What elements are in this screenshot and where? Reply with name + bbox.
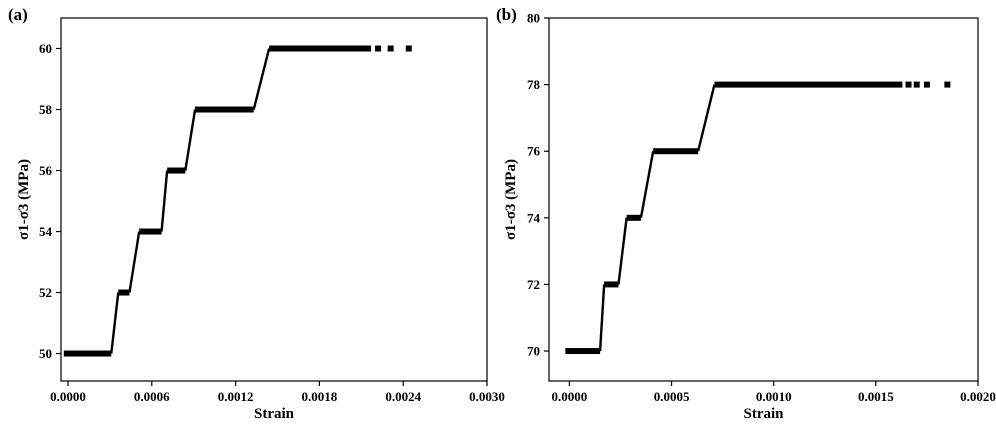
y-tick-label: 60 bbox=[39, 41, 52, 56]
plot-frame bbox=[60, 17, 488, 382]
y-tick-label: 80 bbox=[527, 11, 540, 26]
x-axis-label: Strain bbox=[743, 406, 784, 422]
y-axis-label: σ1-σ3 (MPa) bbox=[503, 159, 519, 240]
x-tick-label: 0.0000 bbox=[552, 389, 588, 404]
y-tick-label: 54 bbox=[39, 224, 53, 239]
data-rise bbox=[184, 109, 197, 171]
y-tick-label: 56 bbox=[39, 163, 53, 178]
data-point bbox=[405, 45, 412, 52]
data-point bbox=[944, 81, 951, 88]
y-tick-label: 78 bbox=[527, 77, 541, 92]
data-plateau bbox=[604, 281, 619, 288]
x-tick-label: 0.0024 bbox=[385, 389, 421, 404]
panel-a: (a) 0.0000 0.0006 0.0012 0.0018 0.0024 0.0030 5… bbox=[8, 5, 505, 422]
data-rise bbox=[696, 84, 716, 152]
x-tick-label: 0.0012 bbox=[218, 389, 254, 404]
data-plateau bbox=[167, 167, 186, 174]
data-point bbox=[905, 81, 912, 88]
plot-frame bbox=[548, 17, 979, 382]
data-rise bbox=[598, 284, 606, 352]
x-tick-label: 0.0015 bbox=[858, 389, 894, 404]
x-tick-label: 0.0030 bbox=[469, 389, 505, 404]
y-tick-label: 52 bbox=[39, 285, 52, 300]
data-plateau bbox=[626, 214, 641, 221]
data-rise bbox=[128, 231, 141, 293]
data-point bbox=[387, 45, 394, 52]
x-tick-label: 0.0020 bbox=[960, 389, 996, 404]
data-rise bbox=[252, 48, 271, 110]
panel-label: (a) bbox=[8, 5, 28, 24]
y-axis-label: σ1-σ3 (MPa) bbox=[16, 159, 32, 240]
data-rise bbox=[160, 170, 169, 232]
data-plateau bbox=[118, 289, 130, 296]
y-tick-label: 58 bbox=[39, 102, 53, 117]
x-tick-label: 0.0006 bbox=[134, 389, 170, 404]
data-point bbox=[913, 81, 920, 88]
data-rise bbox=[617, 217, 628, 285]
x-tick-label: 0.0000 bbox=[50, 389, 86, 404]
data-plateau bbox=[195, 106, 254, 113]
x-axis-label: Strain bbox=[254, 406, 295, 422]
data-plateau bbox=[565, 348, 601, 355]
x-tick-label: 0.0005 bbox=[654, 389, 690, 404]
data-plateau bbox=[139, 228, 162, 235]
data-plateau bbox=[63, 350, 112, 357]
y-tick-label: 70 bbox=[527, 344, 540, 359]
data-rise bbox=[110, 292, 120, 354]
y-tick-label: 72 bbox=[527, 277, 540, 292]
data-point bbox=[375, 45, 382, 52]
data-plateau bbox=[714, 81, 903, 88]
data-plateau bbox=[653, 148, 699, 155]
y-tick-label: 50 bbox=[39, 346, 52, 361]
panel-label: (b) bbox=[496, 5, 517, 24]
x-tick-label: 0.0018 bbox=[302, 389, 338, 404]
data-point bbox=[923, 81, 930, 88]
x-tick-label: 0.0010 bbox=[756, 389, 792, 404]
data-plateau bbox=[269, 45, 372, 52]
data-rise bbox=[639, 150, 655, 219]
panel-b: (b) 0.0000 0.0005 0.0010 0.0015 0.0020 70 72 74 7… bbox=[496, 5, 996, 422]
y-tick-label: 74 bbox=[527, 210, 541, 225]
y-tick-label: 76 bbox=[527, 144, 541, 159]
